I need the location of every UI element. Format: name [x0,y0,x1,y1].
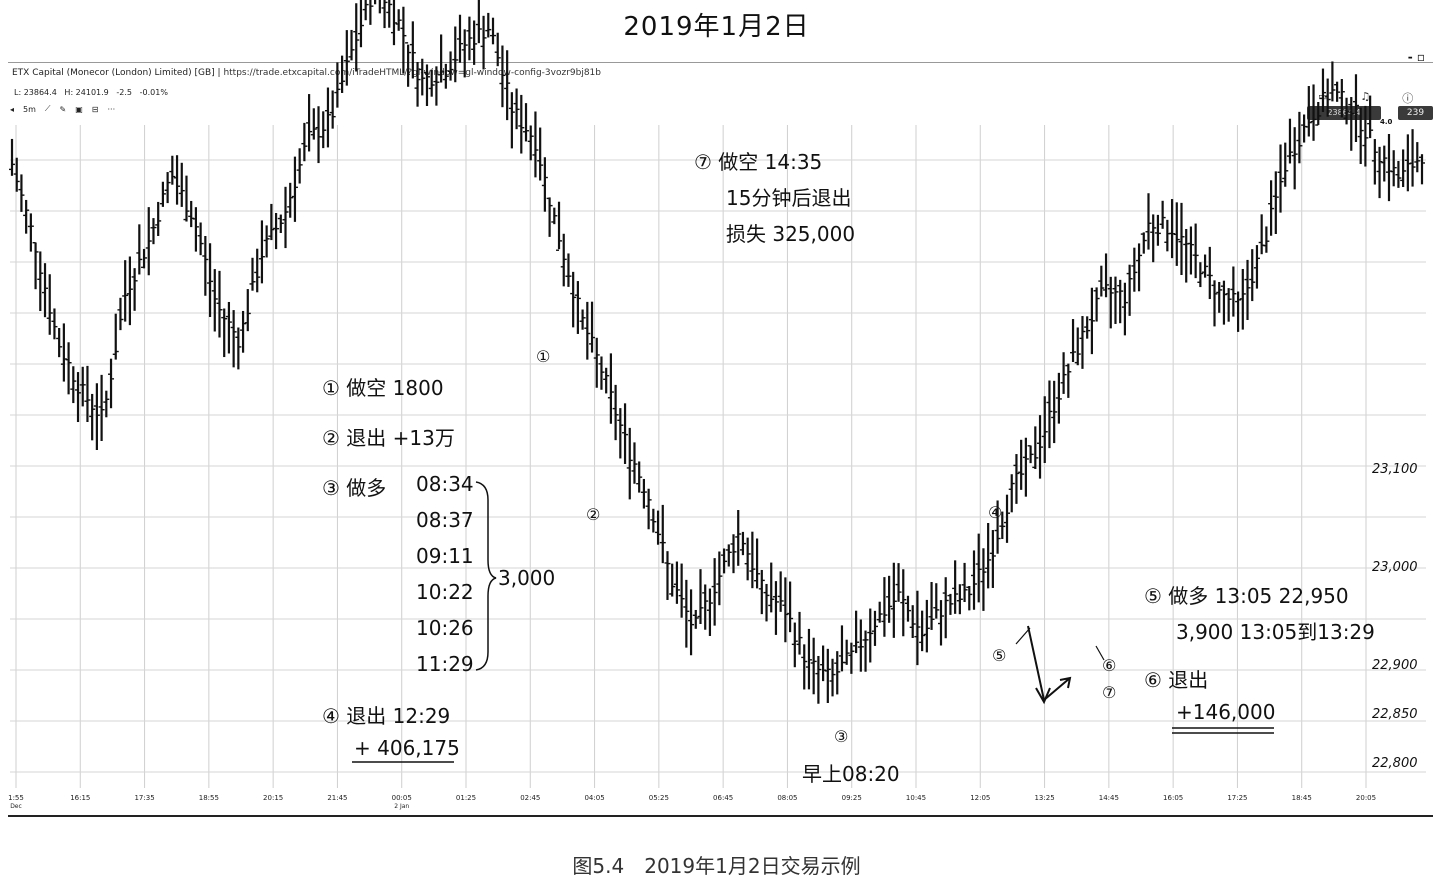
chart-grid [10,125,1426,788]
x-tick-label: 09:25 [842,794,862,802]
x-tick-label: 00:05 [392,794,412,802]
annotation-long-5-detail: 3,900 13:05到13:29 [1176,620,1375,644]
x-tick-label: 18:45 [1292,794,1312,802]
annotation-time-4: 10:22 [416,580,474,604]
bell-icon[interactable]: ♫ [1360,90,1371,103]
x-tick-label: 16:15 [70,794,90,802]
annotation-exit-1: ② 退出 +13万 [322,426,455,450]
annotation-time-3: 09:11 [416,544,474,568]
annotation-marks [352,481,1274,763]
chart-window-frame [8,62,1433,817]
annotation-time-6: 11:29 [416,652,474,676]
y-axis-ticks: 23,100 23,000 22,900 22,850 22,800 [1372,462,1418,771]
window-controls[interactable]: - ▫ [1407,50,1425,64]
pencil-icon[interactable]: ✎ [59,104,67,114]
y-tick-label: 22,800 [1372,756,1418,771]
price-bars [9,0,1425,704]
y-tick-label: 22,850 [1372,707,1418,722]
window-title: ETX Capital (Monecor (London) Limited) [… [12,68,215,78]
marker-6: ⑥ [1102,656,1117,675]
x-tick-label: 02:45 [520,794,540,802]
pointer-mark [1095,645,1105,661]
annotation-exit-7: 15分钟后退出 [726,186,852,210]
x-tick-label: 04:05 [584,794,604,802]
marker-2: ② [586,505,601,524]
x-tick-label: 20:15 [263,794,283,802]
y-tick-label: 22,900 [1372,658,1418,673]
annotation-morning-time: 早上08:20 [802,762,900,786]
x-tick-label: 20:05 [1356,794,1376,802]
x-tick-label: 06:45 [713,794,733,802]
x-tick-label: 18:55 [199,794,219,802]
annotation-quantity: 3,000 [498,566,556,590]
y-tick-label: 23,100 [1372,462,1418,477]
marker-5: ⑤ [992,646,1007,665]
price-pill: 23864.4 [1307,106,1381,120]
x-tick-label: 17:25 [1227,794,1247,802]
title-separator: | [217,68,224,78]
annotation-profit-4: + 406,175 [354,736,460,760]
arrow-up-mark [1043,676,1072,701]
annotation-time-2: 08:37 [416,508,474,532]
trendline-icon[interactable]: ⟋ [44,104,51,113]
x-tick-label: 10:45 [906,794,926,802]
x-tick-label: 21:45 [327,794,347,802]
chart-toolbar: ◂ 5m ⟋ ✎ ▣ ⊟ ··· [10,104,115,114]
x-tick-label: 01:25 [456,794,476,802]
annotation-short-entry: ① 做空 1800 [322,376,444,400]
y-tick-label: 23,000 [1372,560,1418,575]
annotation-exit-6: ⑥ 退出 [1144,668,1209,692]
x-tick-label: 12:05 [970,794,990,802]
figure-caption: 图5.4 2019年1月2日交易示例 [572,854,861,878]
scale-label: 4.0 [1380,118,1393,126]
interval-selector[interactable]: 5m [23,104,36,114]
back-icon[interactable]: ◂ [10,104,15,114]
annotation-time-5: 10:26 [416,616,474,640]
info-icon[interactable]: ⓘ [1402,92,1414,105]
price-pill-secondary: 239 [1398,106,1433,120]
save-icon[interactable]: ⊟ [91,104,99,114]
stat-low: L: 23864.4 [14,88,57,97]
price-stats: L: 23864.4 H: 24101.9 -2.5 -0.01% [14,88,168,97]
pointer-mark [1015,627,1031,645]
annotation-exit-4: ④ 退出 12:29 [322,704,451,728]
arrow-down-mark [1027,625,1051,705]
annotation-profit-6: +146,000 [1176,700,1276,724]
x-tick-label: 1:55 [8,794,24,802]
marker-1: ① [536,347,551,366]
x-tick-sublabel: Dec [10,803,22,810]
more-button[interactable]: ··· [107,104,116,114]
marker-7: ⑦ [1102,683,1117,702]
bracket-mark [475,481,497,671]
annotation-time-1: 08:34 [416,472,474,496]
x-tick-label: 14:45 [1099,794,1119,802]
annotation-short-7: ⑦ 做空 14:35 [694,150,823,174]
page-title: 2019年1月2日 [623,12,810,42]
annotation-loss-7: 损失 325,000 [726,222,856,246]
x-tick-label: 17:35 [134,794,154,802]
x-tick-label: 05:25 [649,794,669,802]
x-tick-sublabel: 2 Jan [394,803,409,810]
x-tick-label: 13:25 [1034,794,1054,802]
x-tick-label: 08:05 [777,794,797,802]
marker-3: ③ [834,727,849,746]
annotation-long-5: ⑤ 做多 13:05 22,950 [1144,584,1349,608]
x-tick-label: 16:05 [1163,794,1183,802]
annotation-long-entries-label: ③ 做多 [322,476,387,500]
stat-change-pct: -0.01% [139,88,168,97]
image-icon[interactable]: ▣ [75,104,83,114]
stat-high: H: 24101.9 [64,88,109,97]
stat-change: -2.5 [116,88,133,97]
marker-4: ④ [988,503,1003,522]
